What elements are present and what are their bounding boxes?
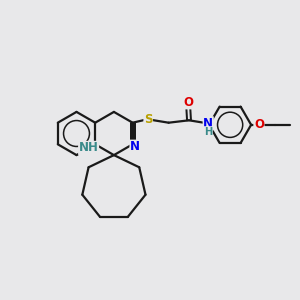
Text: H: H <box>204 127 212 137</box>
Text: N: N <box>130 140 140 153</box>
Text: S: S <box>144 112 152 126</box>
Text: O: O <box>254 118 264 131</box>
Text: N: N <box>203 117 213 130</box>
Text: O: O <box>183 96 193 109</box>
Text: NH: NH <box>79 141 98 154</box>
